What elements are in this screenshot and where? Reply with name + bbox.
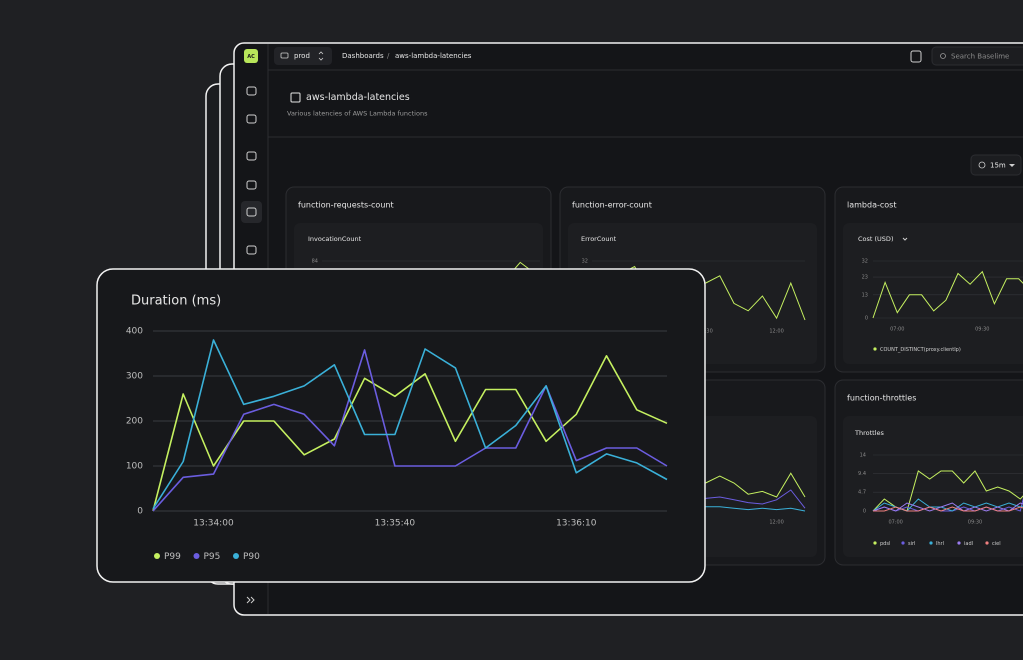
panel-title: lambda-cost bbox=[847, 201, 896, 210]
legend-swatch bbox=[233, 553, 239, 559]
chart-label: Cost (USD) bbox=[858, 235, 893, 243]
y-tick-label: 0 bbox=[137, 507, 143, 517]
time-range-label: 15m bbox=[990, 162, 1006, 170]
legend-label: COUNT_DISTINCT(proxy.clientIp) bbox=[880, 347, 961, 353]
legend-label: lhrl bbox=[936, 541, 944, 547]
nav-icon[interactable] bbox=[246, 151, 257, 161]
nav-icon[interactable] bbox=[246, 114, 257, 124]
breadcrumb[interactable]: Dashboards bbox=[342, 52, 384, 60]
dashboard-icon bbox=[290, 92, 301, 103]
env-select[interactable] bbox=[274, 47, 332, 65]
y-tick-label: 0 bbox=[863, 509, 866, 515]
nav-icon[interactable] bbox=[246, 245, 257, 255]
doc-icon[interactable] bbox=[910, 50, 922, 63]
dashboard-title: aws-lambda-latencies bbox=[306, 92, 410, 103]
y-tick-label: 300 bbox=[126, 372, 143, 382]
y-tick-label: 0 bbox=[865, 316, 868, 322]
time-range[interactable] bbox=[970, 154, 1022, 176]
legend-label: iadl bbox=[964, 541, 973, 547]
legend-swatch bbox=[985, 541, 989, 545]
panel-title: function-throttles bbox=[847, 394, 916, 403]
x-tick-label: 12:00 bbox=[769, 520, 783, 526]
chevron bbox=[318, 51, 324, 61]
legend-label: P90 bbox=[243, 552, 260, 562]
y-tick-label: 9.4 bbox=[858, 471, 866, 477]
nav-icon[interactable] bbox=[246, 86, 257, 96]
logo bbox=[244, 49, 258, 63]
logo-text: AC bbox=[247, 54, 255, 60]
search-placeholder: Search Baselime bbox=[951, 53, 1009, 61]
clock-icon bbox=[978, 161, 986, 169]
y-tick-label: 4.7 bbox=[858, 490, 866, 496]
y-tick-label: 23 bbox=[862, 275, 868, 281]
legend-swatch bbox=[929, 541, 933, 545]
y-tick-label: 400 bbox=[126, 327, 143, 337]
breadcrumb: aws-lambda-latencies bbox=[395, 52, 472, 60]
legend-label: ciel bbox=[992, 541, 1001, 547]
y-tick-label: 32 bbox=[862, 259, 868, 265]
y-tick-label: 13 bbox=[862, 292, 868, 298]
aws-icon bbox=[280, 52, 289, 59]
x-tick-label: 13:36:10 bbox=[556, 519, 597, 529]
x-tick-label: 13:35:40 bbox=[375, 519, 416, 529]
chart-label: Throttles bbox=[854, 429, 884, 437]
chart-title: Duration (ms) bbox=[131, 294, 221, 309]
series-line bbox=[872, 502, 1023, 512]
y-tick-label: 100 bbox=[126, 462, 143, 472]
chart-label: InvocationCount bbox=[308, 235, 362, 243]
series-line bbox=[872, 270, 1023, 319]
nav-icon[interactable] bbox=[246, 180, 257, 190]
y-tick-label: 14 bbox=[860, 453, 866, 459]
legend-label: P95 bbox=[204, 552, 221, 562]
legend-label: pdsl bbox=[880, 541, 890, 547]
legend-swatch bbox=[154, 553, 160, 559]
chart-label: ErrorCount bbox=[581, 235, 617, 243]
panel-title: function-error-count bbox=[572, 201, 652, 210]
search-box[interactable] bbox=[931, 46, 1023, 66]
panel-chart-area bbox=[843, 223, 1023, 364]
chart-card bbox=[96, 268, 706, 583]
x-tick-label: 09:30 bbox=[975, 327, 989, 333]
x-tick-label: 07:00 bbox=[890, 327, 904, 333]
legend-swatch bbox=[193, 553, 200, 559]
legend-swatch bbox=[873, 541, 877, 545]
chevron bbox=[902, 237, 908, 241]
panel-chart-area bbox=[843, 416, 1023, 557]
legend-swatch bbox=[901, 541, 905, 545]
y-tick-label: 200 bbox=[126, 417, 143, 427]
x-tick-label: 13:34:00 bbox=[193, 519, 234, 529]
nav-icon[interactable] bbox=[246, 207, 257, 217]
legend-label: sirl bbox=[908, 541, 915, 547]
nav-active bbox=[241, 201, 262, 223]
x-tick-label: 09:30 bbox=[968, 520, 982, 526]
search-icon bbox=[940, 53, 946, 59]
legend-label: P99 bbox=[164, 552, 181, 562]
legend-swatch bbox=[957, 541, 961, 545]
caret bbox=[1009, 164, 1015, 167]
series-line bbox=[152, 355, 668, 512]
breadcrumb-separator: / bbox=[387, 52, 390, 60]
expand-icon bbox=[250, 596, 255, 604]
y-tick-label: 32 bbox=[582, 259, 588, 265]
x-tick-label: 12:00 bbox=[769, 329, 783, 335]
dashboard-description: Various latencies of AWS Lambda function… bbox=[287, 110, 428, 118]
panel-title: function-requests-count bbox=[298, 201, 394, 210]
series-line bbox=[873, 506, 1023, 512]
series-line bbox=[152, 339, 668, 510]
x-tick-label: 07:00 bbox=[888, 520, 902, 526]
env-label: prod bbox=[294, 52, 310, 60]
expand-icon[interactable] bbox=[246, 596, 251, 604]
legend-swatch bbox=[873, 347, 877, 351]
y-tick-label: 84 bbox=[312, 259, 318, 265]
series-line bbox=[152, 349, 668, 512]
